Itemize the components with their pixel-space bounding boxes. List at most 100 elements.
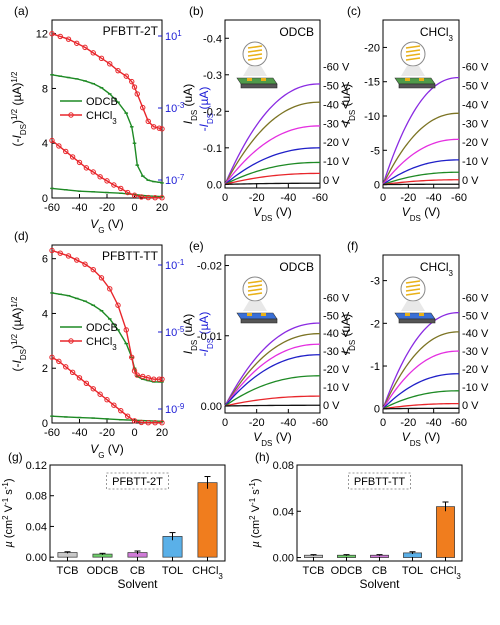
y-tick-label: 0 — [42, 193, 48, 205]
x-tick-label: -20 — [249, 192, 265, 204]
curve-label: -50 V — [462, 310, 489, 322]
y-tick-label: 0.04 — [273, 506, 294, 518]
y-tick-label: 0.00 — [26, 552, 47, 564]
series-line — [224, 404, 321, 407]
x-tick-label: 0 — [131, 427, 137, 439]
series-line — [224, 182, 321, 185]
y-tick-label: 0.00 — [273, 553, 294, 565]
series-line — [382, 402, 460, 410]
y-axis-label: IDS (uA) — [339, 84, 357, 124]
y-tick-label: -5 — [370, 145, 380, 157]
beam — [243, 301, 267, 311]
panel-b: 0 -20 -40 -60 0.0 -0.1 -0.2 -0.3 -0.4 -60 V -50 V -… — [181, 4, 350, 223]
crystal-stripe — [247, 280, 263, 284]
crystal-stripe — [247, 45, 263, 49]
x-axis-label: Solvent — [117, 577, 158, 591]
series-line — [51, 356, 162, 424]
electrode — [419, 78, 424, 81]
data-point — [57, 250, 63, 256]
panel-letter: (g) — [8, 450, 23, 464]
series-line — [224, 375, 321, 407]
data-point — [83, 165, 90, 171]
data-point — [82, 44, 88, 51]
data-point — [129, 354, 135, 360]
legend-marker — [68, 112, 74, 118]
series-line — [382, 76, 460, 185]
plot-frame — [382, 19, 460, 189]
panel-letter: (e) — [189, 239, 204, 253]
curve-label: -60 V — [323, 62, 350, 74]
curve-label: -60 V — [462, 62, 489, 74]
series-line — [382, 350, 460, 410]
series-line — [224, 147, 321, 185]
data-point — [98, 275, 105, 281]
electrode — [419, 313, 424, 316]
plot-frame — [51, 244, 163, 424]
x-tick-label: 20 — [156, 202, 168, 214]
y-tick-label: 12 — [36, 29, 48, 41]
y2-axis-label: -IDS (µA) — [197, 312, 215, 357]
series-line — [51, 33, 163, 130]
curve-label: -10 V — [462, 382, 489, 394]
legend-label: ODCB — [86, 322, 118, 334]
x-tick-label: -20 — [249, 417, 265, 429]
data-point — [107, 61, 113, 67]
data-point — [124, 189, 131, 196]
y2-tick-label: 10-3 — [165, 101, 185, 116]
x-axis-label: VDS (V) — [253, 205, 291, 223]
series-line — [382, 331, 460, 410]
panel-title: CHCl3 — [420, 260, 454, 278]
panel-title: PFBTT-2T — [103, 24, 159, 38]
crystal-stripe — [247, 53, 263, 57]
data-point — [156, 125, 162, 131]
electrode — [261, 313, 266, 316]
y-tick-label: 0 — [374, 404, 380, 416]
x-tick-label: 0 — [380, 192, 386, 204]
panel-letter: (b) — [189, 4, 204, 18]
panel-a: -60 -40 -20 0 20 0 4 8 12 10-7 10-3 101 PFBTT-2T ODCB… — [10, 4, 215, 235]
x-axis-label: VDS (V) — [253, 430, 291, 448]
y-tick-label: -0.2 — [203, 106, 222, 118]
data-point — [69, 369, 76, 376]
x-tick-label: -40 — [72, 427, 88, 439]
x-tick-label: -20 — [99, 202, 115, 214]
crystal-stripe — [247, 292, 263, 296]
x-tick-label: CHCl3 — [192, 565, 223, 581]
data-point — [63, 148, 69, 155]
curve-label: 0 V — [323, 400, 340, 412]
film-layer — [394, 77, 436, 85]
y-axis-label: IDS (uA) — [181, 314, 199, 354]
panel-title: ODCB — [279, 25, 314, 39]
curve-label: -10 V — [462, 156, 489, 168]
data-point — [49, 247, 55, 254]
data-point — [49, 30, 55, 37]
magnifier-bubble — [400, 276, 426, 302]
y-axis-label: µ (cm2 V-1 s-1) — [1, 478, 16, 547]
device-illustration-icon — [394, 41, 436, 89]
data-point — [123, 73, 129, 79]
data-point — [131, 84, 138, 90]
film-layer — [394, 312, 436, 320]
data-point — [82, 261, 88, 267]
data-point — [107, 286, 113, 292]
beam — [401, 301, 425, 311]
data-point — [131, 192, 138, 198]
crystal-stripe — [247, 49, 263, 53]
x-tick-label: -60 — [312, 417, 328, 429]
crystal-stripe — [405, 284, 421, 288]
curve-label: -40 V — [462, 328, 489, 340]
series-line — [382, 138, 460, 185]
y-axis-label: IDS (uA) — [181, 84, 199, 124]
y-tick-label: -10 — [364, 111, 380, 123]
y2-tick-label: 10-9 — [165, 402, 185, 417]
y-tick-label: 8 — [42, 83, 48, 95]
electrode — [405, 78, 410, 81]
data-point — [156, 376, 162, 382]
panel-title: PFBTT-2T — [112, 476, 163, 488]
series-line — [382, 171, 460, 186]
x-tick-label: TOL — [162, 565, 183, 577]
data-point — [131, 418, 138, 424]
x-tick-label: -40 — [426, 417, 442, 429]
crystal-stripe — [405, 45, 421, 49]
data-point — [104, 178, 110, 184]
